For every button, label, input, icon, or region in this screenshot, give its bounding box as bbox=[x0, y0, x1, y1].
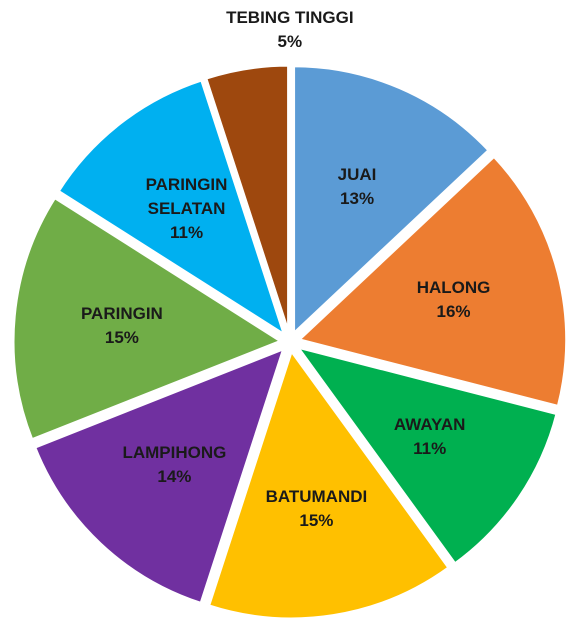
pie-slice bbox=[203, 63, 291, 334]
data-label: AWAYAN 11% bbox=[362, 413, 497, 461]
category-label: JUAI bbox=[337, 165, 377, 185]
data-label: BATUMANDI 15% bbox=[249, 485, 384, 533]
data-label: PARINGIN 15% bbox=[54, 302, 189, 350]
category-label: HALONG bbox=[416, 278, 491, 297]
category-label: PARINGIN bbox=[80, 304, 163, 324]
data-label: JUAI 13% bbox=[290, 163, 425, 211]
pie-slice bbox=[293, 344, 559, 566]
value-label: 14% bbox=[157, 467, 192, 487]
category-label: BATUMANDI bbox=[265, 486, 368, 506]
category-label: TEBING TINGGI bbox=[226, 7, 354, 27]
pie-slice bbox=[295, 154, 569, 409]
value-label: 15% bbox=[299, 510, 334, 530]
value-label: 11% bbox=[413, 438, 447, 458]
pie-slice bbox=[292, 64, 492, 338]
data-label: PARINGIN SELATAN 11% bbox=[119, 173, 254, 245]
pie-slice bbox=[56, 78, 288, 339]
value-label: 11% bbox=[169, 222, 204, 242]
pie-slice bbox=[206, 347, 452, 621]
data-label: TEBING TINGGI 5% bbox=[160, 6, 420, 54]
value-label: 5% bbox=[277, 31, 303, 51]
value-label: 13% bbox=[340, 189, 375, 209]
category-label: LAMPIHONG bbox=[122, 443, 227, 463]
data-label: LAMPIHONG 14% bbox=[107, 441, 242, 489]
category-label: AWAYAN bbox=[393, 414, 466, 434]
pie-slice bbox=[11, 195, 285, 442]
data-label: HALONG 16% bbox=[386, 276, 521, 324]
value-label: 16% bbox=[436, 302, 471, 321]
value-label: 15% bbox=[104, 328, 139, 348]
pie-slice bbox=[32, 345, 287, 606]
category-label: PARINGIN SELATAN bbox=[145, 174, 228, 218]
